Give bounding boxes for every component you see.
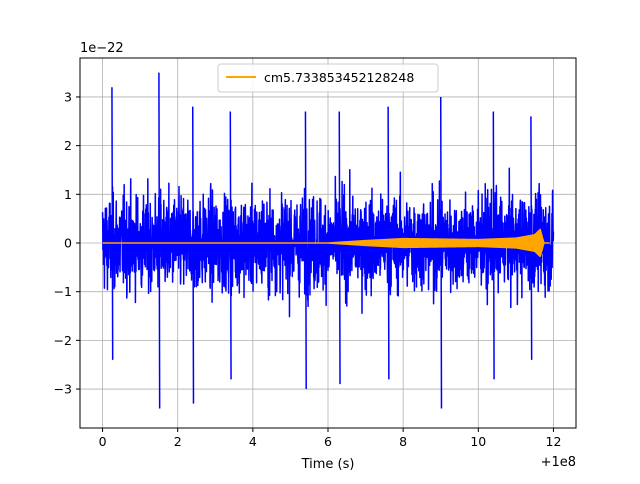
legend-box	[217, 63, 439, 93]
x-tick-label: 4	[249, 434, 257, 449]
y-tick-label: 0	[64, 236, 72, 251]
series-group	[101, 72, 555, 409]
x-tick-label: 8	[399, 434, 407, 449]
y-tick-label: 2	[64, 138, 72, 153]
series-line-chirp	[102, 228, 551, 258]
x-axis-ticks: 0 2 4 6 8 10 12	[99, 428, 562, 449]
x-tick-label: 2	[174, 434, 182, 449]
y-axis-ticks: −3 −2 −1 0 1 2 3	[54, 89, 80, 397]
y-tick-label: −3	[54, 382, 72, 397]
x-tick-label: 12	[546, 434, 562, 449]
legend-label: cm5.733853452128248	[264, 70, 414, 85]
y-tick-label: 1	[64, 187, 72, 202]
x-axis-label: Time (s)	[301, 457, 355, 472]
y-tick-label: −1	[54, 284, 72, 299]
x-tick-label: 0	[99, 434, 107, 449]
x-tick-label: 10	[470, 434, 486, 449]
legend: cm5.733853452128248	[217, 63, 439, 93]
x-offset-label: +1e8	[541, 455, 576, 470]
series-line-noise	[101, 167, 555, 318]
x-tick-label: 6	[324, 434, 332, 449]
y-tick-label: −2	[54, 333, 72, 348]
y-tick-label: 3	[64, 89, 72, 104]
y-scale-label: 1e−22	[80, 41, 124, 56]
